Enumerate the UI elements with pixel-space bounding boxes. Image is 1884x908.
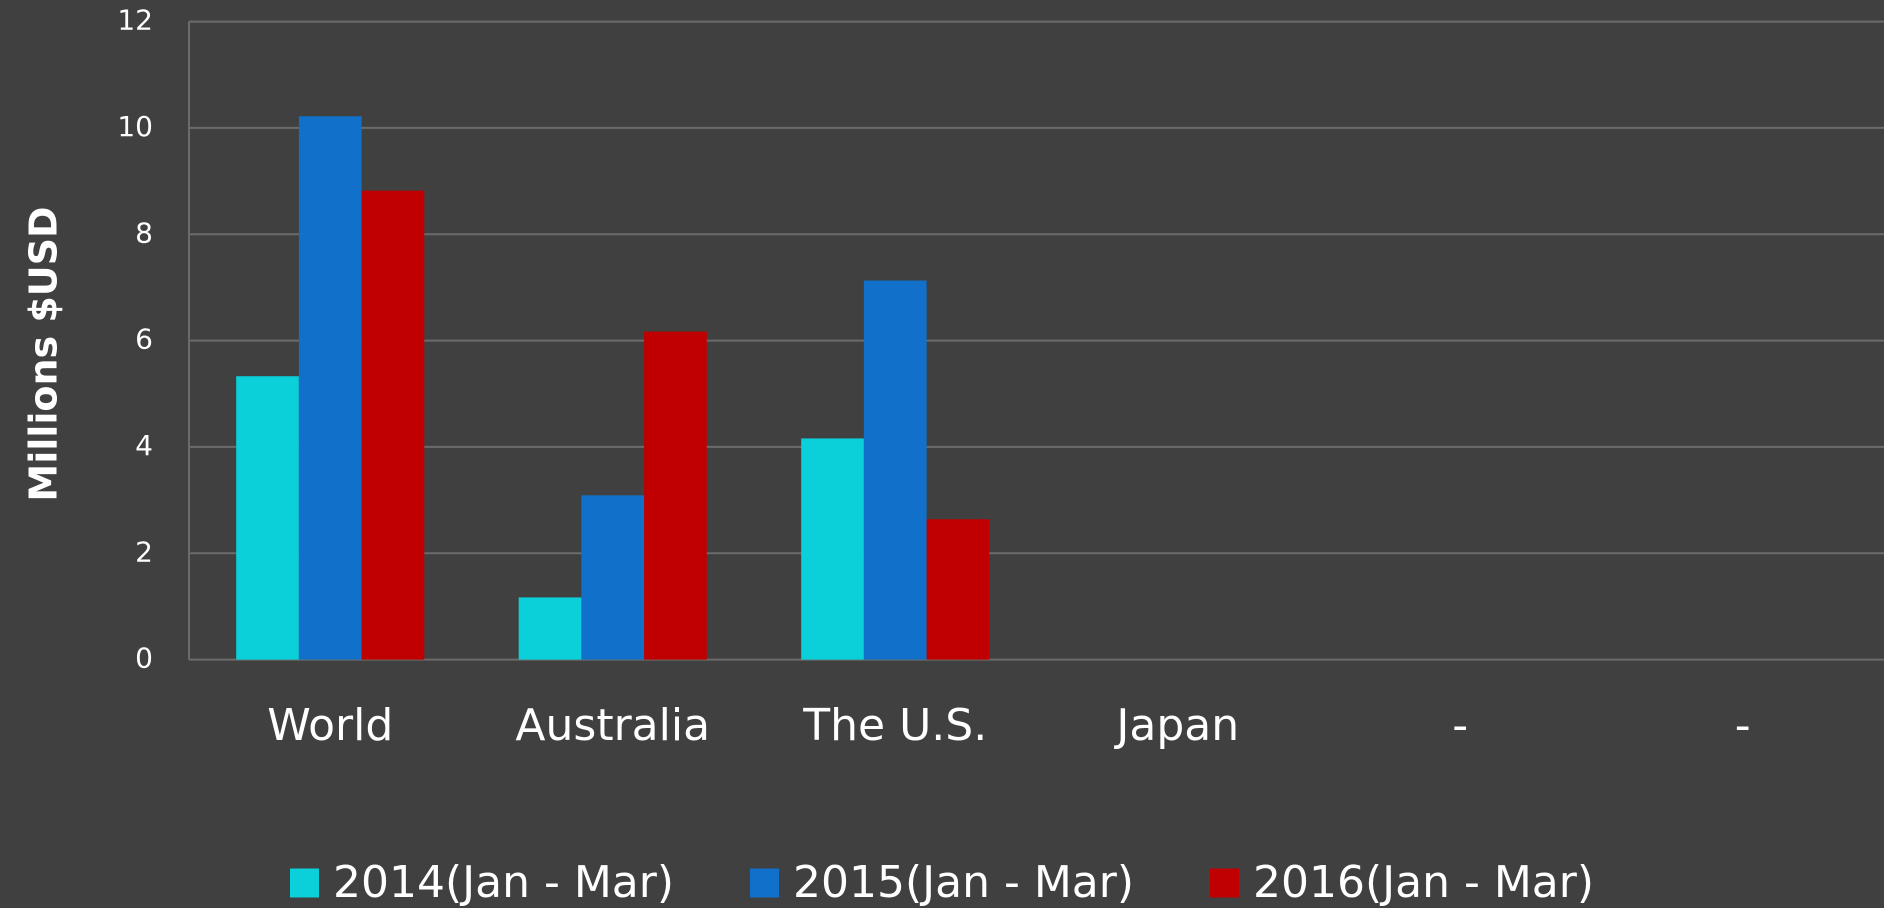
legend-label: 2014(Jan - Mar)	[333, 857, 674, 908]
legend-swatch	[1210, 868, 1239, 898]
x-tick-label: The U.S.	[802, 700, 987, 751]
legend-swatch	[750, 868, 779, 898]
legend-swatch	[290, 868, 319, 898]
bar	[644, 331, 707, 660]
y-tick-label: 6	[135, 323, 153, 356]
legend-label: 2016(Jan - Mar)	[1253, 857, 1594, 908]
y-tick-label: 12	[117, 4, 153, 37]
y-tick-label: 2	[135, 535, 153, 568]
y-tick-label: 0	[135, 642, 153, 675]
x-tick-label: World	[267, 700, 393, 751]
y-tick-label: 8	[135, 216, 153, 249]
x-tick-label: -	[1452, 700, 1468, 751]
bar	[926, 519, 990, 660]
bar	[863, 280, 927, 660]
y-axis-title: Millions $USD	[22, 206, 66, 501]
bar	[298, 116, 362, 660]
y-tick-label: 10	[117, 110, 153, 143]
x-tick-label: Australia	[515, 700, 710, 751]
bar	[581, 495, 645, 660]
bar	[518, 597, 582, 660]
x-tick-label: Japan	[1113, 700, 1239, 751]
y-tick-label: 4	[135, 429, 153, 462]
bar	[801, 438, 864, 660]
x-tick-label: -	[1735, 700, 1751, 751]
bar	[236, 376, 299, 660]
bar	[361, 190, 425, 660]
legend-label: 2015(Jan - Mar)	[793, 857, 1134, 908]
